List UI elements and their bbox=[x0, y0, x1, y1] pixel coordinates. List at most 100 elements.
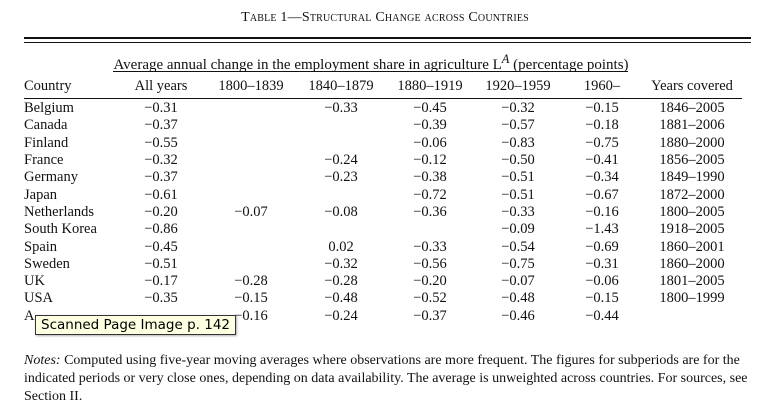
cell-p1: −0.16 bbox=[234, 307, 268, 324]
cell-p5: −0.31 bbox=[585, 255, 619, 272]
cell-country: Sweden bbox=[24, 255, 70, 272]
cell-all: −0.35 bbox=[144, 290, 178, 307]
cell-p4: −0.83 bbox=[501, 134, 535, 151]
cell-p3 bbox=[386, 221, 474, 238]
spanner-text: Average annual change in the employment … bbox=[113, 57, 502, 73]
cell-country: Germany bbox=[24, 169, 78, 186]
cell-p2: −0.24 bbox=[324, 307, 358, 324]
cell-p5: −0.75 bbox=[585, 134, 619, 151]
cell-years: 1881–2006 bbox=[659, 117, 725, 134]
table-title-dash: — bbox=[287, 10, 302, 25]
scanned-page-tooltip: Scanned Page Image p. 142 bbox=[35, 315, 237, 335]
cell-p2: −0.48 bbox=[324, 290, 358, 307]
notes-label: Notes: bbox=[24, 353, 61, 368]
cell-p4: −0.32 bbox=[501, 100, 535, 117]
cell-p2: −0.33 bbox=[324, 100, 358, 117]
cell-p3: −0.56 bbox=[413, 255, 447, 272]
table-row: Netherlands −0.20 −0.07 −0.08 −0.36 −0.33 −0.1… bbox=[24, 204, 742, 221]
cell-p2 bbox=[296, 135, 386, 152]
notes-text: Computed using five-year moving averages… bbox=[24, 353, 748, 404]
cell-p4: −0.33 bbox=[501, 203, 535, 220]
cell-p3: −0.45 bbox=[413, 100, 447, 117]
cell-p2: −0.24 bbox=[324, 152, 358, 169]
cell-p3: −0.37 bbox=[413, 307, 447, 324]
cell-p3: −0.72 bbox=[413, 186, 447, 203]
cell-p1 bbox=[206, 238, 296, 255]
cell-p3: −0.36 bbox=[413, 203, 447, 220]
cell-country: Japan bbox=[24, 186, 58, 203]
cell-country: Netherlands bbox=[24, 203, 95, 220]
cell-years: 1880–2000 bbox=[659, 134, 725, 151]
table-row: A −0.16 −0.24 −0.37 −0.46 −0.44 bbox=[24, 308, 742, 325]
table-row: Japan −0.61 −0.72 −0.51 −0.67 1872–2000 bbox=[24, 186, 742, 203]
cell-all: −0.32 bbox=[144, 152, 178, 169]
cell-all: −0.61 bbox=[144, 186, 178, 203]
cell-all: −0.45 bbox=[144, 238, 178, 255]
spanner-tail: (percentage points) bbox=[509, 57, 629, 73]
col-header-country: Country bbox=[24, 77, 72, 94]
cell-country: A bbox=[24, 307, 35, 324]
cell-p2 bbox=[296, 117, 386, 134]
cell-years bbox=[642, 308, 742, 325]
cell-years: 1800–2005 bbox=[659, 203, 725, 220]
table-row: Belgium −0.31 −0.33 −0.45 −0.32 −0.15 1846–200… bbox=[24, 100, 742, 117]
cell-p5: −0.67 bbox=[585, 186, 619, 203]
cell-p1: −0.28 bbox=[234, 273, 268, 290]
col-header-all-years: All years bbox=[134, 77, 188, 94]
col-header-1920-1959: 1920–1959 bbox=[485, 77, 551, 94]
cell-p3: −0.38 bbox=[413, 169, 447, 186]
cell-p5: −0.06 bbox=[585, 273, 619, 290]
cell-p2: 0.02 bbox=[328, 238, 354, 255]
cell-p5: −0.15 bbox=[585, 290, 619, 307]
cell-p1 bbox=[206, 117, 296, 134]
cell-all: −0.17 bbox=[144, 273, 178, 290]
cell-years: 1856–2005 bbox=[659, 152, 725, 169]
cell-p5: −1.43 bbox=[585, 221, 619, 238]
structural-change-table: Country All years 1800–1839 1840–1879 18… bbox=[24, 76, 742, 325]
cell-p3: −0.52 bbox=[413, 290, 447, 307]
table-row: Canada −0.37 −0.39 −0.57 −0.18 1881–2006 bbox=[24, 117, 742, 134]
spanner-rule bbox=[113, 71, 628, 72]
cell-p1 bbox=[206, 186, 296, 203]
cell-p5: −0.15 bbox=[585, 100, 619, 117]
cell-p5: −0.34 bbox=[585, 169, 619, 186]
cell-all: −0.86 bbox=[144, 221, 178, 238]
col-header-1800-1839: 1800–1839 bbox=[218, 77, 284, 94]
cell-country: Canada bbox=[24, 117, 68, 134]
cell-p3: −0.39 bbox=[413, 117, 447, 134]
cell-country: Spain bbox=[24, 238, 58, 255]
table-title-label: Table 1 bbox=[241, 10, 288, 25]
cell-country: Belgium bbox=[24, 100, 74, 117]
cell-years: 1872–2000 bbox=[659, 186, 725, 203]
cell-years: 1800–1999 bbox=[659, 290, 725, 307]
cell-p1: −0.15 bbox=[234, 290, 268, 307]
header-row: Country All years 1800–1839 1840–1879 18… bbox=[24, 76, 742, 96]
cell-p2: −0.08 bbox=[324, 203, 358, 220]
cell-p2: −0.28 bbox=[324, 273, 358, 290]
cell-p2 bbox=[296, 221, 386, 238]
table-notes: Notes: Computed using five-year moving a… bbox=[24, 352, 754, 406]
cell-p3: −0.20 bbox=[413, 273, 447, 290]
cell-p2: −0.32 bbox=[324, 255, 358, 272]
cell-p5: −0.44 bbox=[585, 307, 619, 324]
cell-all: −0.37 bbox=[144, 169, 178, 186]
cell-p3: −0.33 bbox=[413, 238, 447, 255]
cell-years: 1860–2001 bbox=[659, 238, 725, 255]
col-header-1840-1879: 1840–1879 bbox=[308, 77, 374, 94]
table-row: South Korea −0.86 −0.09 −1.43 1918–2005 bbox=[24, 221, 742, 238]
cell-p3: −0.06 bbox=[413, 134, 447, 151]
cell-p4: −0.57 bbox=[501, 117, 535, 134]
table-row: Finland −0.55 −0.06 −0.83 −0.75 1880–2000 bbox=[24, 135, 742, 152]
cell-years: 1860–2000 bbox=[659, 255, 725, 272]
cell-p2: −0.23 bbox=[324, 169, 358, 186]
cell-years: 1846–2005 bbox=[659, 100, 725, 117]
spanner-superscript: A bbox=[501, 52, 510, 66]
table-row: Sweden −0.51 −0.32 −0.56 −0.75 −0.31 1860–2000 bbox=[24, 256, 742, 273]
cell-p1 bbox=[206, 135, 296, 152]
cell-p4: −0.54 bbox=[501, 238, 535, 255]
cell-p5: −0.16 bbox=[585, 203, 619, 220]
table-title-text: Structural Change across Countries bbox=[301, 10, 529, 25]
cell-country: Finland bbox=[24, 134, 69, 151]
table-row: USA −0.35 −0.15 −0.48 −0.52 −0.48 −0.15 1800–19… bbox=[24, 290, 742, 307]
cell-country: UK bbox=[24, 273, 45, 290]
